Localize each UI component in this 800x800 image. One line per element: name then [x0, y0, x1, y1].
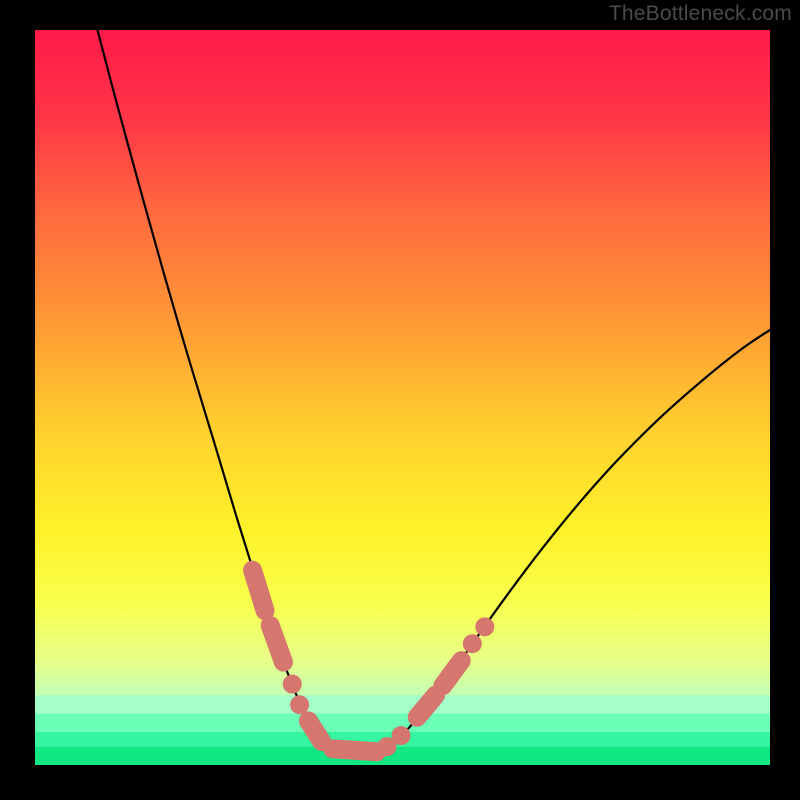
bottleneck-curve	[35, 30, 770, 765]
watermark-label: TheBottleneck.com	[609, 2, 792, 26]
curve-markers	[253, 570, 495, 756]
plot-area	[35, 30, 770, 765]
